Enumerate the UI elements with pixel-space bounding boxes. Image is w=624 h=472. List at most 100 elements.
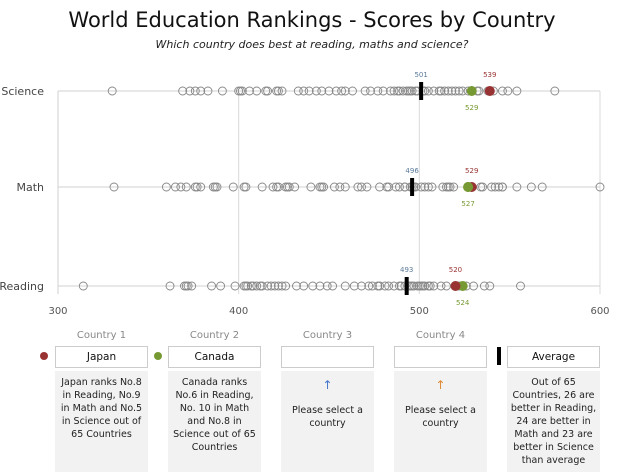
country-dot	[395, 182, 404, 192]
country4-description: ↑ Please select a country	[394, 371, 487, 472]
country-dot	[277, 281, 287, 291]
country-dot	[230, 281, 240, 291]
country-dot	[348, 86, 357, 96]
country-dot	[420, 182, 430, 192]
country-dot	[550, 86, 560, 96]
japan-value-label: 529	[465, 167, 478, 175]
country-dot	[109, 182, 119, 192]
country-dot	[360, 86, 370, 96]
country-dot	[375, 281, 385, 291]
country-dot	[353, 182, 363, 192]
country-dot	[389, 86, 399, 96]
country-dot	[304, 86, 314, 96]
country-dot	[207, 281, 217, 291]
average-description: Out of 65 Countries, 26 are better in Re…	[507, 371, 600, 472]
country4-label: Country 4	[415, 330, 466, 341]
country-dot	[248, 281, 258, 291]
row-label-science: Science	[1, 85, 44, 98]
canada-dot	[463, 182, 474, 192]
canada-legend-dot	[154, 352, 162, 360]
country-dot	[273, 182, 283, 192]
country-dot	[178, 86, 188, 96]
country-dot	[107, 86, 117, 96]
japan-value-label: 520	[449, 266, 462, 274]
country-dot	[192, 182, 202, 192]
country-dot	[436, 86, 446, 96]
country-dot	[241, 182, 251, 192]
country-dot	[176, 182, 186, 192]
country-dot	[185, 86, 195, 96]
x-tick-label: 400	[229, 306, 248, 317]
country-dot	[183, 281, 193, 291]
country-dot	[447, 86, 457, 96]
japan-value-label: 539	[483, 71, 496, 79]
country-dot	[516, 281, 525, 291]
country2-select[interactable]: Canada	[168, 346, 261, 368]
country-dot	[243, 281, 253, 291]
canada-value-label: 527	[461, 200, 474, 208]
country-dot	[335, 182, 345, 192]
country-dot	[322, 281, 332, 291]
country-dot	[273, 86, 283, 96]
country-dot	[252, 86, 262, 96]
country-dot	[375, 182, 385, 192]
country-dot	[216, 281, 226, 291]
country-dot	[451, 86, 460, 96]
country-dot	[380, 281, 390, 291]
country-dot	[458, 86, 468, 96]
country3-description: ↑ Please select a country	[281, 371, 374, 472]
country-dot	[443, 86, 453, 96]
country-dot	[273, 281, 283, 291]
country-dot	[190, 86, 200, 96]
country-dot	[420, 281, 430, 291]
country-dot	[170, 182, 180, 192]
country3-prompt: Please select a country	[292, 405, 363, 429]
country-dot	[537, 182, 547, 192]
country-dot	[595, 182, 605, 192]
country-dot	[299, 86, 309, 96]
country-dot	[357, 281, 366, 291]
chart-subtitle: Which country does best at reading, math…	[155, 38, 469, 51]
country-dot	[389, 281, 399, 291]
country-dot	[469, 281, 478, 291]
country1-select[interactable]: Japan	[55, 346, 148, 368]
country-dot	[306, 182, 316, 192]
country-dot	[454, 86, 464, 96]
chart-title: World Education Rankings - Scores by Cou…	[68, 8, 556, 32]
country-dot	[237, 86, 247, 96]
country-dot	[340, 182, 350, 192]
country2-description: Canada ranks No.6 in Reading, No. 10 in …	[168, 371, 261, 472]
average-value-label: 493	[400, 266, 413, 274]
canada-value-label: 524	[456, 299, 470, 307]
country-dot	[324, 86, 334, 96]
country-dot	[331, 86, 341, 96]
country-dot	[311, 86, 321, 96]
canada-value-label: 529	[465, 104, 478, 112]
country-dot	[315, 281, 325, 291]
x-tick-label: 300	[48, 306, 67, 317]
average-marker	[410, 178, 415, 196]
average-value-label: 496	[405, 167, 419, 175]
average-box: Average	[507, 346, 600, 368]
country3-select[interactable]	[281, 346, 374, 368]
country-dot	[384, 281, 394, 291]
country-dot	[526, 182, 536, 192]
country-dot	[512, 86, 522, 96]
country-dot	[373, 86, 383, 96]
country-dot	[337, 86, 347, 96]
country-dot	[349, 281, 359, 291]
country-dot	[366, 86, 376, 96]
country-dot	[429, 281, 439, 291]
row-label-math: Math	[16, 181, 44, 194]
country-dot	[270, 281, 280, 291]
country-dot	[290, 182, 300, 192]
country-dot	[293, 86, 303, 96]
country-dot	[429, 86, 439, 96]
row-label-reading: Reading	[0, 280, 44, 293]
country-dot	[478, 182, 488, 192]
country4-select[interactable]	[394, 346, 487, 368]
country-dot	[398, 86, 408, 96]
country-dot	[391, 182, 401, 192]
country-dot	[497, 182, 507, 192]
country-dot	[487, 182, 497, 192]
